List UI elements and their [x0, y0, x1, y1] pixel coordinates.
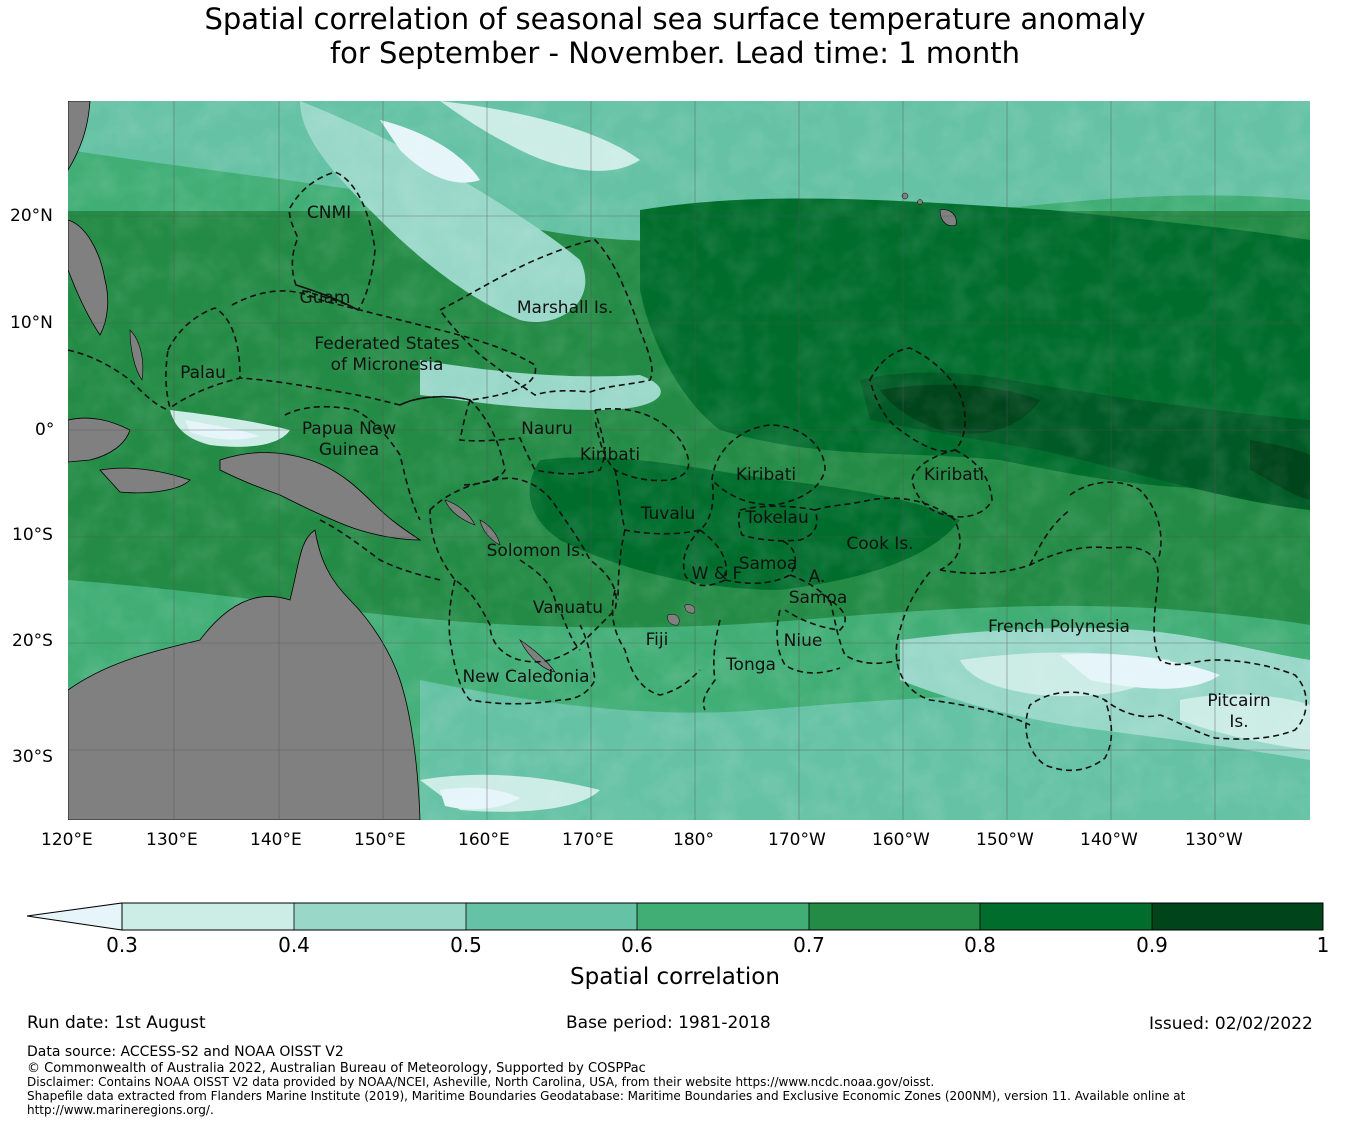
- colorbar-tick-0.4: 0.4: [278, 933, 310, 957]
- label-guam: Guam: [300, 288, 351, 308]
- lon-label-140e: 140°E: [250, 830, 302, 850]
- colorbar-bin-5: [809, 903, 980, 930]
- colorbar-tick-1: 1: [1316, 933, 1330, 957]
- label-png-1: Papua New: [302, 419, 396, 439]
- philippines-landmass: [68, 219, 109, 336]
- label-pitcairn-2: Is.: [1229, 712, 1248, 732]
- lat-label-0: 0°: [35, 420, 55, 440]
- colorbar-bin-2: [294, 903, 466, 930]
- label-fsm-2: of Micronesia: [331, 355, 444, 375]
- copyright: © Commonwealth of Australia 2022, Austra…: [27, 1061, 646, 1076]
- label-new-caledonia: New Caledonia: [462, 667, 589, 687]
- colorbar-bin-4: [637, 903, 809, 930]
- colorbar-title: Spatial correlation: [570, 964, 780, 990]
- lat-label-30s: 30°S: [12, 747, 53, 767]
- colorbar-tick-0.9: 0.9: [1136, 933, 1168, 957]
- label-pitcairn-1: Pitcairn: [1207, 691, 1270, 711]
- colorbar-tick-0.6: 0.6: [621, 933, 653, 957]
- hawaii-island: [939, 209, 957, 227]
- lat-label-10s: 10°S: [12, 525, 53, 545]
- label-nauru: Nauru: [521, 419, 573, 439]
- label-kiribati-east: Kiribati: [924, 465, 984, 485]
- label-french-polynesia: French Polynesia: [988, 617, 1130, 637]
- title-line-2: for September - November. Lead time: 1 m…: [329, 36, 1021, 70]
- colorbar-extend-arrow: [26, 902, 123, 931]
- lon-label-170e: 170°E: [562, 830, 614, 850]
- label-solomon: Solomon Is.: [487, 541, 586, 561]
- label-png-2: Guinea: [319, 440, 379, 460]
- label-tonga: Tonga: [725, 655, 776, 675]
- label-vanuatu: Vanuatu: [533, 598, 603, 618]
- colorbar-tick-0.8: 0.8: [964, 933, 996, 957]
- colorbar-tick-0.7: 0.7: [793, 933, 825, 957]
- lon-label-130w: 130°W: [1185, 830, 1243, 850]
- lat-label-20s: 20°S: [12, 631, 53, 651]
- label-american-samoa-2: Samoa: [789, 588, 848, 608]
- data-source: Data source: ACCESS-S2 and NOAA OISST V2: [27, 1044, 344, 1060]
- lon-label-170w: 170°W: [768, 830, 826, 850]
- label-cook: Cook Is.: [846, 534, 913, 554]
- lat-label-20n: 20°N: [10, 206, 53, 226]
- lon-label-160e: 160°E: [458, 830, 510, 850]
- title-line-1: Spatial correlation of seasonal sea surf…: [204, 2, 1146, 36]
- label-marshall: Marshall Is.: [517, 298, 613, 318]
- run-date: Run date: 1st August: [27, 1013, 206, 1033]
- colorbar-tick-0.3: 0.3: [106, 933, 138, 957]
- label-kiribati-west: Kiribati: [580, 445, 640, 465]
- lon-label-130e: 130°E: [146, 830, 198, 850]
- lat-label-10n: 10°N: [10, 313, 53, 333]
- label-tuvalu: Tuvalu: [640, 504, 696, 524]
- new-guinea-landmass: [219, 452, 422, 541]
- label-fsm-1: Federated States: [314, 334, 459, 354]
- lon-label-150w: 150°W: [976, 830, 1034, 850]
- label-wallis-futuna: W & F: [692, 564, 743, 584]
- base-period: Base period: 1981-2018: [566, 1013, 771, 1033]
- shapefile-credit: Shapefile data extracted from Flanders M…: [27, 1089, 1186, 1117]
- issued-date: Issued: 02/02/2022: [1149, 1014, 1313, 1034]
- lon-label-140w: 140°W: [1080, 830, 1138, 850]
- map: CNMI Guam Marshall Is. Federated States …: [68, 101, 1310, 820]
- lon-label-160w: 160°W: [872, 830, 930, 850]
- label-cnmi: CNMI: [307, 203, 351, 223]
- colorbar-bin-6: [980, 903, 1152, 930]
- colorbar: [26, 902, 1324, 931]
- australia-landmass: [68, 529, 421, 820]
- label-american-samoa-1: A.: [809, 567, 826, 587]
- label-tokelau: Tokelau: [744, 508, 809, 528]
- colorbar-bin-3: [466, 903, 637, 930]
- label-kiribati-central: Kiribati: [736, 465, 796, 485]
- lon-label-150e: 150°E: [354, 830, 406, 850]
- label-palau: Palau: [180, 363, 226, 383]
- colorbar-bin-1: [122, 903, 294, 930]
- colorbar-bin-7: [1152, 903, 1323, 930]
- label-fiji: Fiji: [646, 630, 669, 650]
- region-labels: CNMI Guam Marshall Is. Federated States …: [180, 203, 1271, 732]
- eez-boundaries: [68, 171, 1307, 772]
- label-samoa: Samoa: [739, 554, 798, 574]
- label-niue: Niue: [784, 631, 823, 651]
- disclaimer: Disclaimer: Contains NOAA OISST V2 data …: [27, 1075, 935, 1089]
- lon-label-120e: 120°E: [41, 830, 93, 850]
- graticule: [68, 101, 1310, 820]
- lon-label-180: 180°: [673, 830, 714, 850]
- colorbar-tick-0.5: 0.5: [450, 933, 482, 957]
